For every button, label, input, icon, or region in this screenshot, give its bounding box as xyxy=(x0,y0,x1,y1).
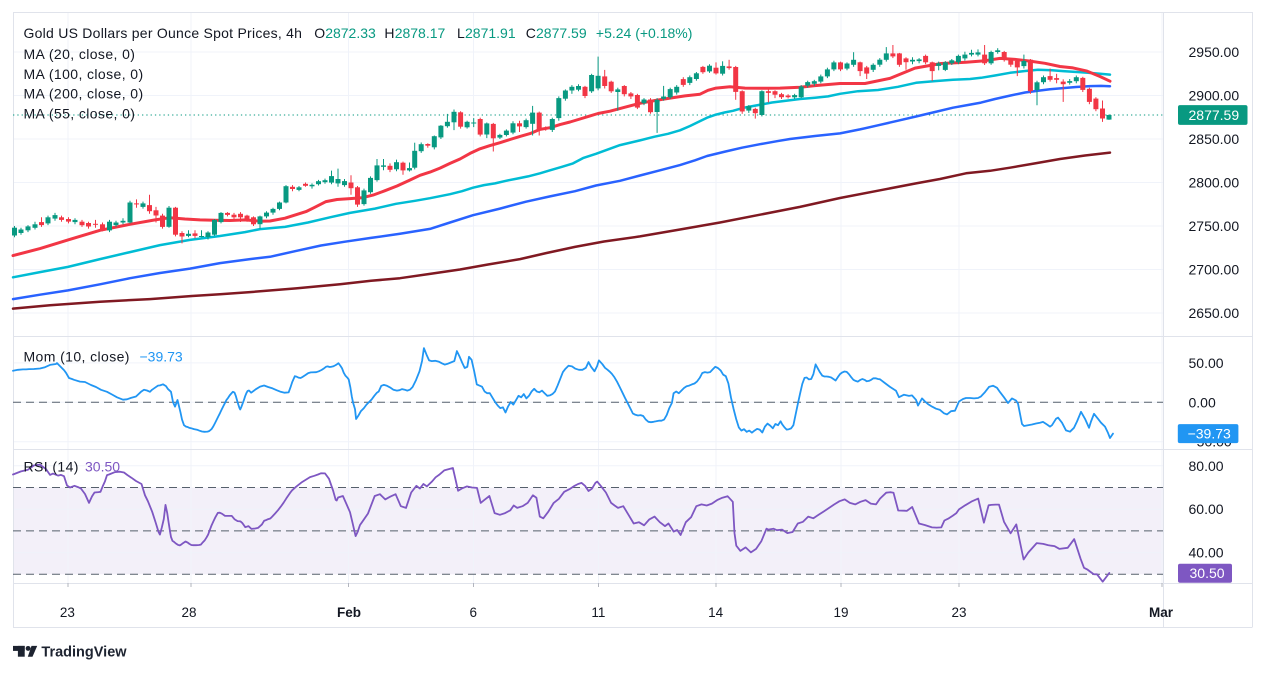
svg-text:2850.00: 2850.00 xyxy=(1189,131,1240,147)
svg-text:2877.59: 2877.59 xyxy=(1189,107,1240,123)
svg-text:2877.59: 2877.59 xyxy=(536,25,587,41)
svg-text:2750.00: 2750.00 xyxy=(1189,218,1240,234)
svg-text:L: L xyxy=(457,25,465,41)
svg-text:19: 19 xyxy=(833,605,848,620)
svg-text:14: 14 xyxy=(708,605,724,620)
svg-text:23: 23 xyxy=(951,605,966,620)
svg-text:30.50: 30.50 xyxy=(85,459,120,475)
svg-text:2950.00: 2950.00 xyxy=(1189,44,1240,60)
svg-text:2872.33: 2872.33 xyxy=(325,25,376,41)
svg-text:60.00: 60.00 xyxy=(1189,501,1224,517)
svg-text:2878.17: 2878.17 xyxy=(395,25,446,41)
svg-text:Mar: Mar xyxy=(1149,605,1174,620)
svg-text:28: 28 xyxy=(181,605,196,620)
svg-text:23: 23 xyxy=(60,605,75,620)
svg-text:6: 6 xyxy=(470,605,478,620)
svg-text:2700.00: 2700.00 xyxy=(1189,262,1240,278)
svg-text:RSI (14): RSI (14) xyxy=(24,459,79,475)
svg-text:2650.00: 2650.00 xyxy=(1189,305,1240,321)
svg-text:2800.00: 2800.00 xyxy=(1189,175,1240,191)
svg-text:H: H xyxy=(384,25,394,41)
svg-text:TradingView: TradingView xyxy=(41,645,127,661)
svg-text:Feb: Feb xyxy=(337,605,361,620)
svg-text:MA (55, close, 0): MA (55, close, 0) xyxy=(24,105,136,121)
svg-text:40.00: 40.00 xyxy=(1189,545,1224,561)
svg-text:2871.91: 2871.91 xyxy=(465,25,516,41)
svg-text:O: O xyxy=(314,25,325,41)
svg-text:−39.73: −39.73 xyxy=(140,349,183,365)
svg-text:11: 11 xyxy=(591,605,605,620)
svg-text:0.00: 0.00 xyxy=(1189,394,1216,410)
svg-text:Mom (10, close): Mom (10, close) xyxy=(24,349,130,365)
svg-text:2900.00: 2900.00 xyxy=(1189,88,1240,104)
svg-text:80.00: 80.00 xyxy=(1189,458,1224,474)
svg-text:50.00: 50.00 xyxy=(1189,355,1224,371)
svg-text:−39.73: −39.73 xyxy=(1188,426,1231,442)
svg-text:MA (200, close, 0): MA (200, close, 0) xyxy=(24,86,144,102)
svg-text:Gold US Dollars per Ounce Spot: Gold US Dollars per Ounce Spot Prices, 4… xyxy=(24,25,303,41)
svg-text:+5.24 (+0.18%): +5.24 (+0.18%) xyxy=(596,25,693,41)
svg-text:30.50: 30.50 xyxy=(1190,565,1225,581)
svg-text:MA (20, close, 0): MA (20, close, 0) xyxy=(24,46,136,62)
svg-text:MA (100, close, 0): MA (100, close, 0) xyxy=(24,66,144,82)
svg-text:C: C xyxy=(526,25,536,41)
